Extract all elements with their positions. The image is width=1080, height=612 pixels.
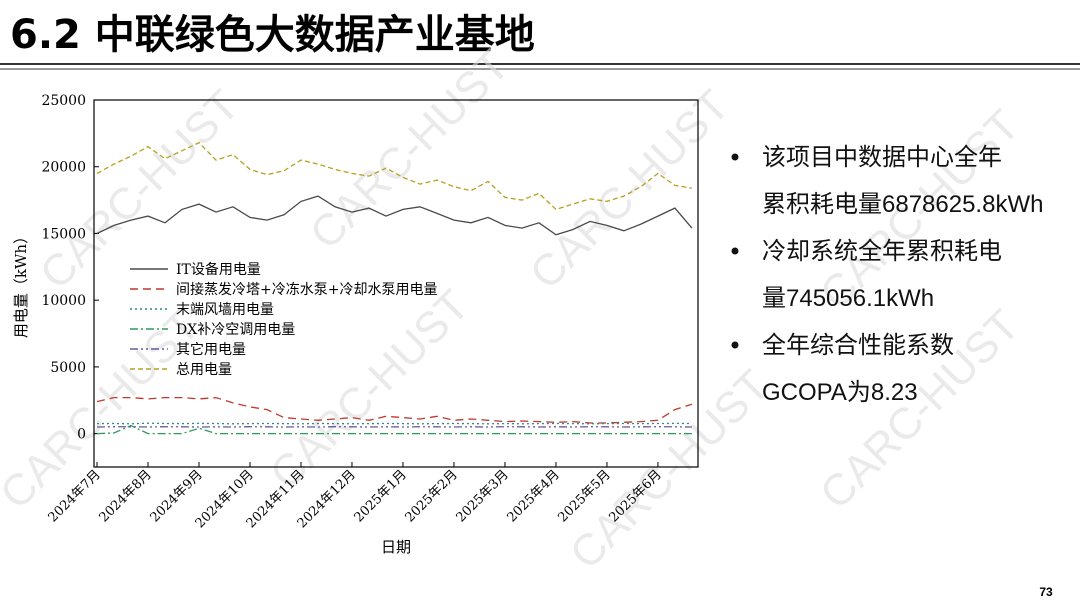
x-tick-label: 2025年2月 <box>403 467 461 525</box>
slide-title: 6.2 中联绿色大数据产业基地 <box>10 12 535 58</box>
x-axis-label: 日期 <box>381 538 411 556</box>
y-tick-label: 5000 <box>50 360 86 376</box>
page-number: 73 <box>1039 585 1053 599</box>
series-line <box>97 398 692 423</box>
legend-label: IT设备用电量 <box>176 261 261 278</box>
x-tick-label: 2024年8月 <box>97 467 155 525</box>
bullet-line: 全年综合性能系数 <box>762 332 954 359</box>
watermark: CARC-HUST <box>521 81 739 299</box>
bullet-line: GCOPA为8.23 <box>762 379 918 406</box>
y-tick-label: 0 <box>77 427 86 443</box>
x-tick-label: 2025年3月 <box>454 467 512 525</box>
watermark: CARC-HUST <box>561 361 779 579</box>
bullet-dot <box>732 154 739 161</box>
x-tick-label: 2025年4月 <box>505 467 563 525</box>
x-tick-label: 2025年1月 <box>352 467 410 525</box>
watermark: CARC-HUST <box>261 281 479 499</box>
legend-label: 末端风墙用电量 <box>176 302 274 318</box>
bullet-dot <box>732 342 739 349</box>
bullet-dot <box>732 248 739 255</box>
y-tick-label: 15000 <box>41 226 86 242</box>
y-axis-label: 用电量（kWh） <box>12 229 30 338</box>
y-tick-label: 10000 <box>41 293 86 309</box>
series-line <box>97 423 692 424</box>
y-tick-label: 25000 <box>41 93 86 109</box>
legend-label: 总用电量 <box>176 362 232 378</box>
bullet-text: 该项目中数据中心全年累积耗电量6878625.8kWh <box>762 144 1043 218</box>
legend-label: 其它用电量 <box>176 341 246 358</box>
y-tick-label: 20000 <box>41 160 86 176</box>
bullet-line: 量745056.1kWh <box>762 285 934 312</box>
legend-label: DX补冷空调用电量 <box>176 322 295 338</box>
legend-label: 间接蒸发冷塔+冷冻水泵+冷却水泵用电量 <box>176 281 437 298</box>
bullet-line: 累积耗电量6878625.8kWh <box>762 191 1043 218</box>
watermark: CARC-HUST <box>301 41 519 259</box>
bullet-line: 冷却系统全年累积耗电 <box>762 238 1002 265</box>
bullet-line: 该项目中数据中心全年 <box>762 144 1002 171</box>
